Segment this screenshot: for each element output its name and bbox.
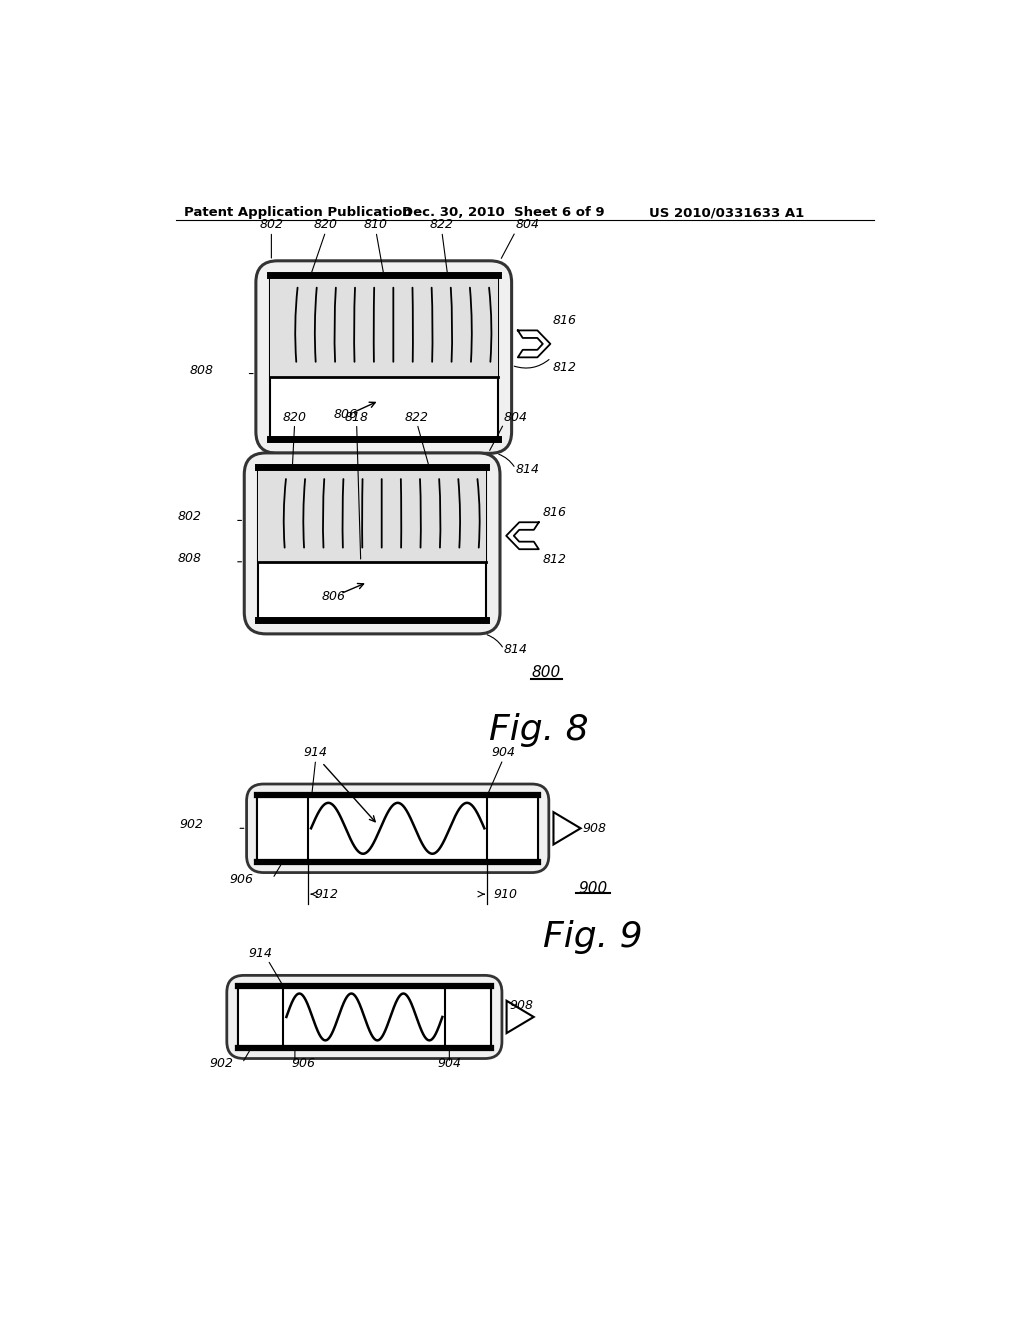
Text: Fig. 8: Fig. 8 [488, 713, 589, 747]
FancyBboxPatch shape [256, 261, 512, 453]
Text: 814: 814 [504, 643, 528, 656]
Bar [257, 795, 308, 862]
Bar [238, 986, 492, 1048]
Text: 906: 906 [229, 874, 254, 886]
Text: 814: 814 [515, 462, 540, 475]
Text: 804: 804 [504, 411, 528, 424]
Text: 908: 908 [583, 822, 607, 834]
Text: 806: 806 [322, 590, 346, 603]
Text: 808: 808 [177, 552, 202, 565]
Text: 806: 806 [334, 408, 357, 421]
Text: 904: 904 [490, 746, 515, 759]
Text: 818: 818 [345, 411, 369, 424]
Bar [270, 275, 498, 376]
Text: 914: 914 [248, 946, 272, 960]
Text: 802: 802 [177, 511, 202, 524]
Text: 800: 800 [531, 665, 561, 680]
Bar [238, 986, 284, 1048]
Text: 808: 808 [189, 363, 213, 376]
Text: 816: 816 [553, 314, 577, 327]
Text: 820: 820 [313, 219, 338, 231]
Text: 812: 812 [543, 553, 566, 566]
Bar [445, 986, 492, 1048]
Polygon shape [507, 1001, 534, 1034]
Bar [487, 795, 538, 862]
Bar [270, 275, 498, 440]
FancyBboxPatch shape [245, 453, 500, 634]
Text: 902: 902 [210, 1057, 233, 1071]
Text: 912: 912 [314, 887, 338, 900]
Text: 914: 914 [304, 746, 328, 759]
Text: 822: 822 [406, 411, 429, 424]
Text: Patent Application Publication: Patent Application Publication [183, 206, 412, 219]
FancyBboxPatch shape [226, 975, 502, 1059]
Text: US 2010/0331633 A1: US 2010/0331633 A1 [649, 206, 804, 219]
Text: 810: 810 [364, 219, 388, 231]
Text: 820: 820 [283, 411, 306, 424]
Polygon shape [518, 330, 550, 358]
Bar [258, 467, 486, 620]
Text: Dec. 30, 2010  Sheet 6 of 9: Dec. 30, 2010 Sheet 6 of 9 [401, 206, 604, 219]
FancyBboxPatch shape [247, 784, 549, 873]
Text: 900: 900 [579, 880, 607, 896]
Text: 816: 816 [543, 506, 566, 519]
Text: 910: 910 [494, 887, 518, 900]
Text: 812: 812 [553, 360, 577, 374]
Text: 804: 804 [515, 219, 540, 231]
Polygon shape [554, 812, 581, 845]
Text: 802: 802 [259, 219, 284, 231]
Text: 906: 906 [291, 1057, 315, 1071]
Text: 902: 902 [180, 818, 204, 832]
Polygon shape [506, 523, 539, 549]
Text: 904: 904 [437, 1057, 462, 1071]
Text: 822: 822 [430, 219, 454, 231]
Text: Fig. 9: Fig. 9 [543, 920, 643, 953]
Bar [258, 467, 486, 562]
Text: 908: 908 [510, 999, 534, 1012]
Bar [257, 795, 538, 862]
